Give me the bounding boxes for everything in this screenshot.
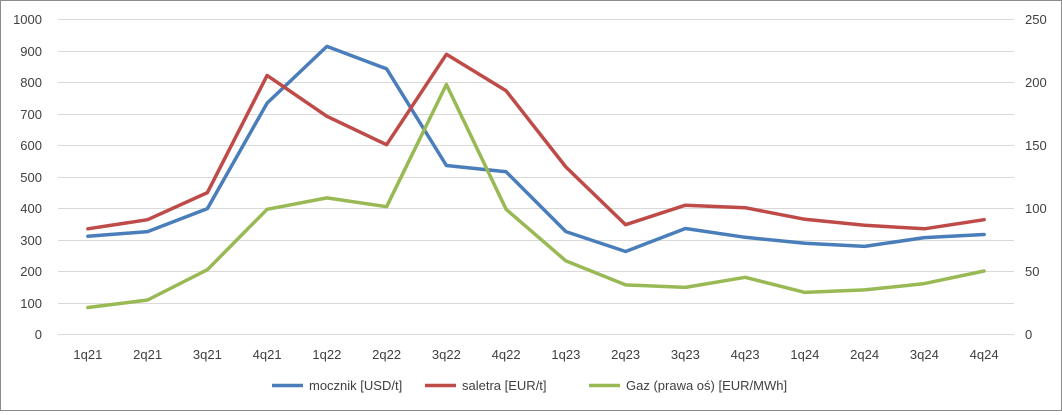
x-tick-label: 4q23 <box>731 347 760 362</box>
y-tick-label: 400 <box>20 201 42 216</box>
y2-tick-label: 0 <box>1025 327 1032 342</box>
x-tick-label: 1q24 <box>790 347 819 362</box>
x-tick-label: 4q22 <box>492 347 521 362</box>
x-tick-label: 2q21 <box>133 347 162 362</box>
legend-label: Gaz (prawa oś) [EUR/MWh] <box>626 378 787 393</box>
x-tick-label: 1q23 <box>551 347 580 362</box>
y2-tick-label: 50 <box>1025 264 1039 279</box>
y-tick-label: 500 <box>20 170 42 185</box>
y2-tick-label: 150 <box>1025 138 1047 153</box>
y2-tick-label: 200 <box>1025 75 1047 90</box>
legend-label: mocznik [USD/t] <box>309 378 402 393</box>
series-line <box>86 52 986 231</box>
series-line <box>86 82 986 310</box>
x-tick-label: 2q24 <box>850 347 879 362</box>
x-tick-label: 4q24 <box>970 347 999 362</box>
x-tick-label: 1q22 <box>312 347 341 362</box>
x-tick-label: 3q23 <box>671 347 700 362</box>
series-lines <box>86 44 986 310</box>
x-tick-label: 3q22 <box>432 347 461 362</box>
series-line <box>86 44 986 254</box>
x-tick-label: 2q22 <box>372 347 401 362</box>
gridlines <box>58 19 1014 335</box>
y2-tick-label: 100 <box>1025 201 1047 216</box>
x-tick-label: 4q21 <box>253 347 282 362</box>
y-tick-label: 1000 <box>13 12 42 27</box>
y-tick-label: 300 <box>20 233 42 248</box>
y-tick-label: 200 <box>20 264 42 279</box>
legend-label: saletra [EUR/t] <box>462 378 547 393</box>
legend: mocznik [USD/t] saletra [EUR/t] Gaz (prawa… <box>272 378 787 393</box>
x-tick-label: 2q23 <box>611 347 640 362</box>
x-tick-label: 3q24 <box>910 347 939 362</box>
left-y-axis: 0 100 200 300 400 500 600 700 800 900 1000 <box>13 12 42 342</box>
y-tick-label: 800 <box>20 75 42 90</box>
x-tick-label: 1q21 <box>73 347 102 362</box>
y-tick-label: 900 <box>20 44 42 59</box>
y-tick-label: 100 <box>20 296 42 311</box>
x-tick-label: 3q21 <box>193 347 222 362</box>
right-y-axis: 0 50 100 150 200 250 <box>1025 12 1047 342</box>
x-axis: 1q21 2q21 3q21 4q21 1q22 2q22 3q22 4q22 1q23 2q23… <box>73 347 998 362</box>
y2-tick-label: 250 <box>1025 12 1047 27</box>
y-tick-label: 600 <box>20 138 42 153</box>
y-tick-label: 700 <box>20 107 42 122</box>
y-tick-label: 0 <box>35 327 42 342</box>
